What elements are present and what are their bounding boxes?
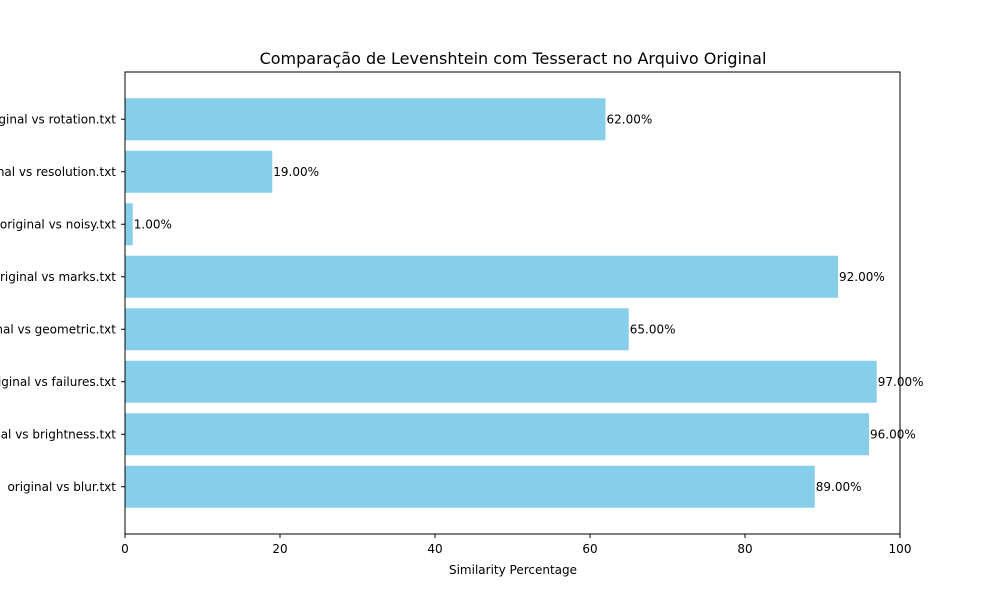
bar-4 — [125, 308, 629, 351]
y-axis-ticks: original vs blur.txt original vs brightne… — [0, 112, 125, 494]
data-labels-group: 89.00% 96.00% 97.00% 65.00% 92.00% 1.00% 19.00… — [134, 112, 924, 494]
x-tick-label: 20 — [272, 542, 287, 556]
x-tick-label: 40 — [427, 542, 442, 556]
y-tick-label: original vs blur.txt — [7, 480, 116, 494]
bar-data-label: 89.00% — [816, 480, 862, 494]
y-tick-label: original vs noisy.txt — [0, 217, 116, 231]
bar-6 — [125, 203, 133, 246]
bar-data-label: 1.00% — [134, 217, 172, 231]
bar-1 — [125, 465, 815, 508]
plot-area-frame — [124, 71, 901, 535]
bar-8 — [125, 98, 606, 141]
chart-title: Comparação de Levenshtein com Tesseract … — [260, 49, 767, 68]
x-tick-label: 60 — [582, 542, 597, 556]
bar-7 — [125, 150, 273, 193]
y-tick-label: original vs geometric.txt — [0, 322, 116, 336]
bar-data-label: 92.00% — [839, 270, 885, 284]
x-axis-label: Similarity Percentage — [449, 563, 577, 577]
bar-data-label: 96.00% — [870, 427, 916, 441]
x-tick-label: 0 — [121, 542, 129, 556]
bar-3 — [125, 360, 877, 403]
x-axis-ticks: 0 20 40 60 80 100 — [121, 534, 911, 556]
bar-data-label: 62.00% — [607, 112, 653, 126]
y-tick-label: original vs marks.txt — [0, 270, 116, 284]
y-tick-label: original vs failures.txt — [0, 375, 116, 389]
bars-group — [125, 98, 877, 508]
bar-data-label: 19.00% — [273, 165, 319, 179]
bar-data-label: 65.00% — [630, 322, 676, 336]
x-tick-label: 80 — [737, 542, 752, 556]
y-tick-label: original vs resolution.txt — [0, 165, 116, 179]
bar-data-label: 97.00% — [878, 375, 924, 389]
x-tick-label: 100 — [889, 542, 912, 556]
y-tick-label: original vs brightness.txt — [0, 427, 116, 441]
bar-2 — [125, 413, 869, 456]
y-tick-label: original vs rotation.txt — [0, 112, 116, 126]
bar-5 — [125, 255, 838, 298]
